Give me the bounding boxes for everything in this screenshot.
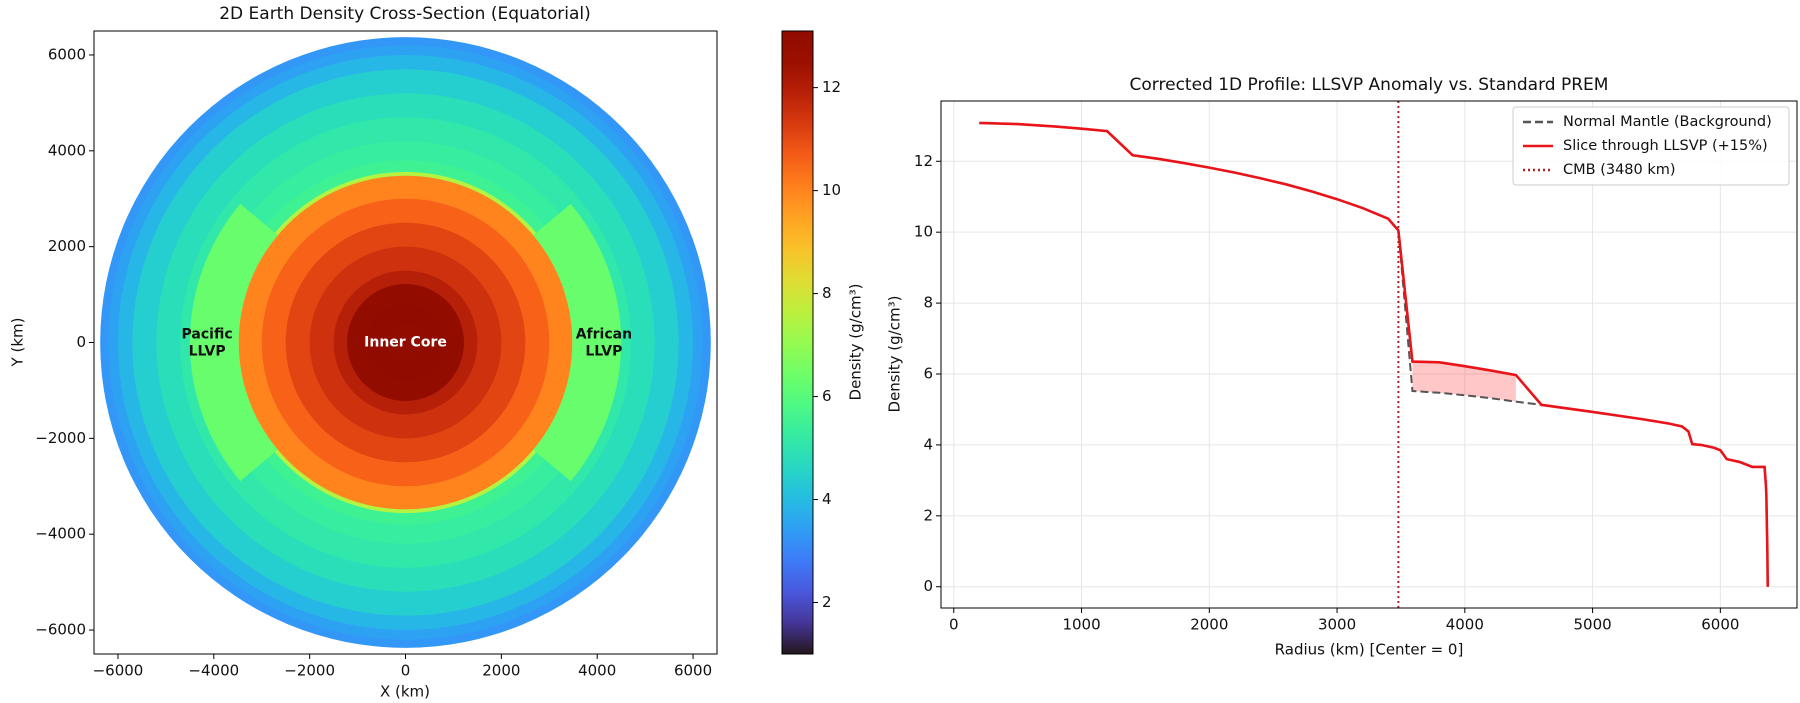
y-tick-label: 10 <box>914 223 933 241</box>
density-ring <box>386 323 425 362</box>
colorbar-tick-label: 6 <box>822 387 832 405</box>
x-axis-label: Radius (km) [Center = 0] <box>1275 641 1464 659</box>
legend-label: Slice through LLSVP (+15%) <box>1563 138 1768 154</box>
x-tick-label: 1000 <box>1062 616 1100 634</box>
y-tick-label: 4000 <box>48 141 86 159</box>
x-tick-label: 2000 <box>482 662 520 680</box>
x-tick-label: −2000 <box>284 662 335 680</box>
x-tick-label: 4000 <box>1446 616 1484 634</box>
y-tick-label: −2000 <box>35 429 86 447</box>
y-tick-label: 6000 <box>48 45 86 63</box>
legend-label: Normal Mantle (Background) <box>1563 114 1772 130</box>
y-tick-label: 8 <box>923 294 933 312</box>
x-tick-label: −4000 <box>188 662 239 680</box>
y-tick-label: 4 <box>923 435 933 453</box>
x-tick-label: 0 <box>949 616 959 634</box>
x-tick-label: −6000 <box>93 662 144 680</box>
y-tick-label: −4000 <box>35 525 86 543</box>
llvp-label: LLVP <box>585 344 622 360</box>
plot-frame <box>940 100 1798 609</box>
chart-title: Corrected 1D Profile: LLSVP Anomaly vs. … <box>1130 75 1609 95</box>
y-axis-label: Density (g/cm³) <box>886 296 904 413</box>
colorbar-label: Density (g/cm³) <box>847 284 865 401</box>
x-tick-label: 6000 <box>1701 616 1739 634</box>
llvp-label: African <box>576 327 632 343</box>
colorbar-tick-label: 2 <box>822 593 832 611</box>
colorbar-tick-label: 12 <box>822 78 841 96</box>
x-axis-label: X (km) <box>380 683 430 701</box>
llvp-region <box>189 203 278 482</box>
chart-title: 2D Earth Density Cross-Section (Equatori… <box>219 4 591 24</box>
x-tick-label: 5000 <box>1573 616 1611 634</box>
y-tick-label: 6 <box>923 365 933 383</box>
x-tick-label: 2000 <box>1190 616 1228 634</box>
y-tick-label: 2000 <box>48 237 86 255</box>
x-tick-label: 0 <box>401 662 411 680</box>
series-line <box>979 121 1770 587</box>
y-tick-label: −6000 <box>35 621 86 639</box>
y-tick-label: 0 <box>76 333 86 351</box>
colorbar <box>781 30 814 655</box>
llvp-label: Pacific <box>182 327 233 343</box>
x-tick-label: 4000 <box>578 662 616 680</box>
colorbar-tick-label: 10 <box>822 181 841 199</box>
y-tick-label: 0 <box>923 577 933 595</box>
llvp-region <box>533 203 622 482</box>
colorbar-tick-label: 4 <box>822 490 832 508</box>
colorbar-tick-label: 8 <box>822 284 832 302</box>
legend-box <box>1512 106 1790 186</box>
legend-label: CMB (3480 km) <box>1563 162 1676 178</box>
y-tick-label: 12 <box>914 152 933 170</box>
y-tick-label: 2 <box>923 506 933 524</box>
x-tick-label: 6000 <box>674 662 712 680</box>
llvp-label: LLVP <box>189 344 226 360</box>
x-tick-label: 3000 <box>1318 616 1356 634</box>
y-axis-label: Y (km) <box>9 318 27 368</box>
annotation: Inner Core <box>364 335 447 351</box>
